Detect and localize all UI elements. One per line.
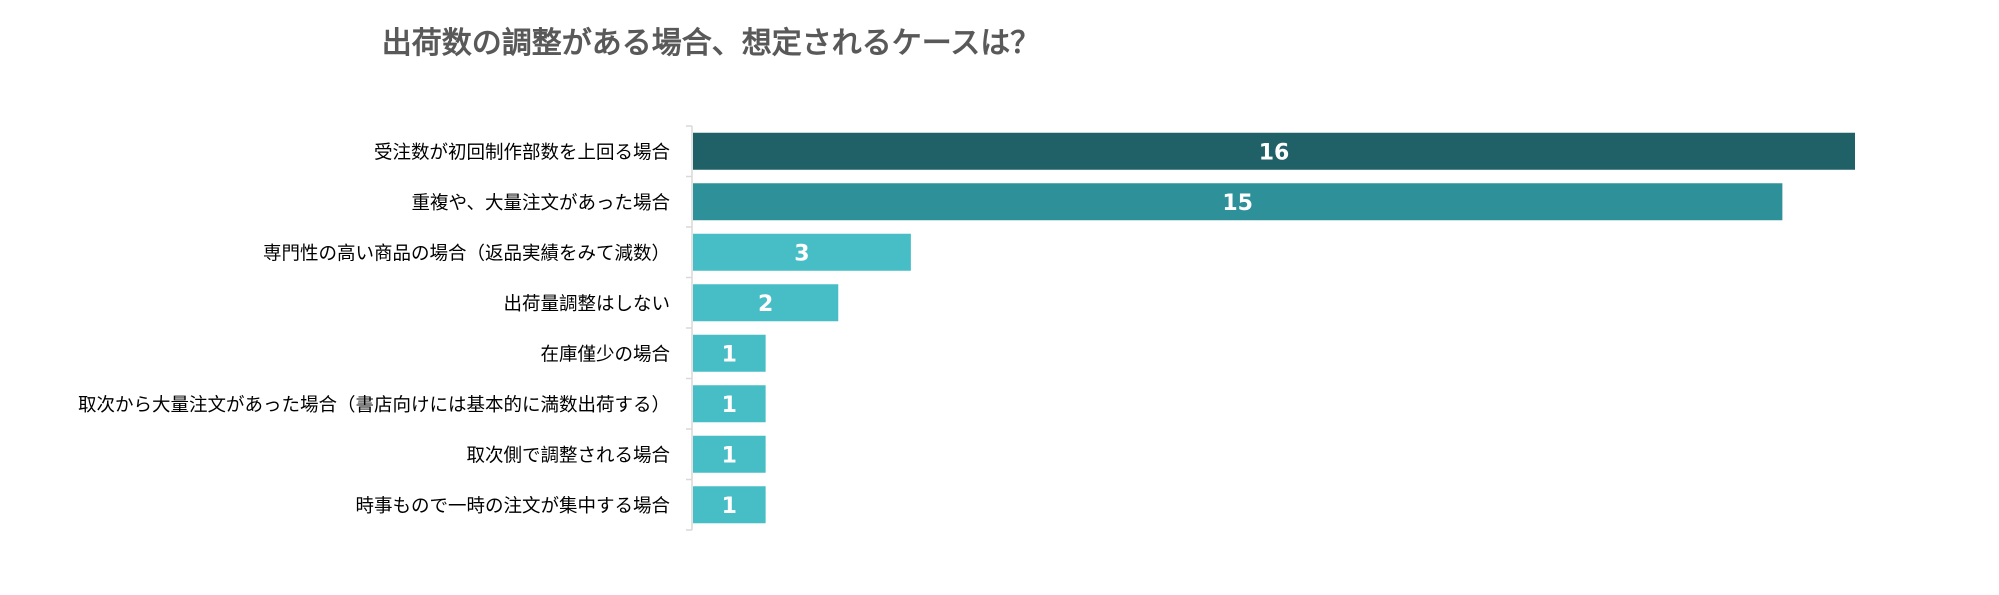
- bar-value-label: 15: [1222, 191, 1253, 216]
- bar-7: [693, 435, 766, 473]
- bar-value-label: 1: [722, 393, 737, 418]
- category-label: 受注数が初回制作部数を上回る場合: [374, 142, 670, 163]
- bar-value-label: 2: [758, 292, 773, 317]
- category-label: 取次側で調整される場合: [466, 445, 670, 466]
- bar-value-label: 1: [722, 494, 737, 519]
- bar-5: [693, 334, 766, 372]
- category-label: 時事もので一時の注文が集中する場合: [355, 496, 670, 517]
- bar-4: [693, 284, 839, 322]
- bar-value-label: 1: [722, 443, 737, 468]
- chart-title: 出荷数の調整がある場合、想定されるケースは？: [381, 26, 1041, 61]
- bar-value-label: 16: [1259, 140, 1290, 165]
- bar-1: [693, 132, 1855, 170]
- bar-3: [693, 233, 911, 271]
- category-label: 取次から大量注文があった場合（書店向けには基本的に満数出荷する）: [78, 395, 670, 416]
- category-label: 在庫僅少の場合: [540, 344, 670, 365]
- bar-2: [693, 183, 1783, 221]
- category-label: 重複や、大量注文があった場合: [412, 193, 670, 214]
- bar-value-label: 1: [722, 342, 737, 367]
- bar-value-label: 3: [794, 241, 809, 266]
- category-label: 専門性の高い商品の場合（返品実績をみて減数）: [263, 243, 670, 264]
- bar-6: [693, 385, 766, 423]
- bar-8: [693, 486, 766, 524]
- category-label: 出荷量調整はしない: [503, 294, 670, 315]
